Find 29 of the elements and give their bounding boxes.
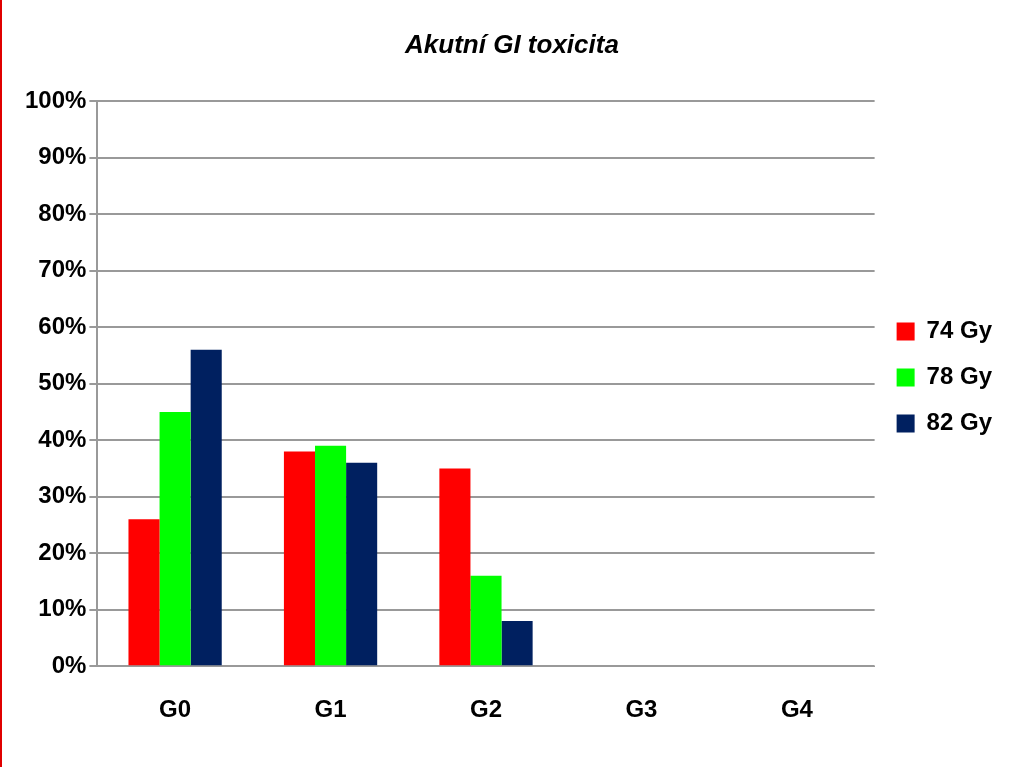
x-tick-label: G3: [625, 695, 658, 723]
bar: [159, 411, 191, 666]
legend-label: 82 Gy: [926, 408, 993, 436]
chart-title: Akutní GI toxicita: [404, 28, 619, 59]
x-tick-label: G1: [314, 695, 347, 723]
bar: [128, 519, 160, 666]
bar: [501, 621, 533, 666]
bar: [315, 445, 347, 666]
bar: [283, 451, 316, 666]
y-tick-label: 80%: [38, 198, 87, 226]
bar: [190, 349, 222, 666]
y-tick-label: 0%: [51, 650, 87, 678]
bar: [346, 462, 378, 666]
y-tick-label: 10%: [38, 594, 87, 622]
x-tick-label: G2: [469, 695, 503, 723]
x-tick-label: G0: [159, 695, 192, 723]
x-tick-label: G4: [780, 695, 814, 723]
y-tick-label: 90%: [38, 142, 87, 170]
y-tick-label: 20%: [38, 537, 87, 565]
y-tick-label: 40%: [38, 424, 87, 452]
y-tick-label: 100%: [24, 85, 87, 113]
y-tick-label: 30%: [38, 481, 87, 509]
bar: [439, 468, 471, 666]
legend-label: 74 Gy: [926, 316, 993, 344]
bar: [470, 575, 502, 666]
y-tick-label: 60%: [38, 311, 87, 339]
y-tick-label: 70%: [38, 255, 87, 283]
legend-label: 78 Gy: [926, 362, 993, 390]
y-tick-label: 50%: [38, 368, 87, 396]
